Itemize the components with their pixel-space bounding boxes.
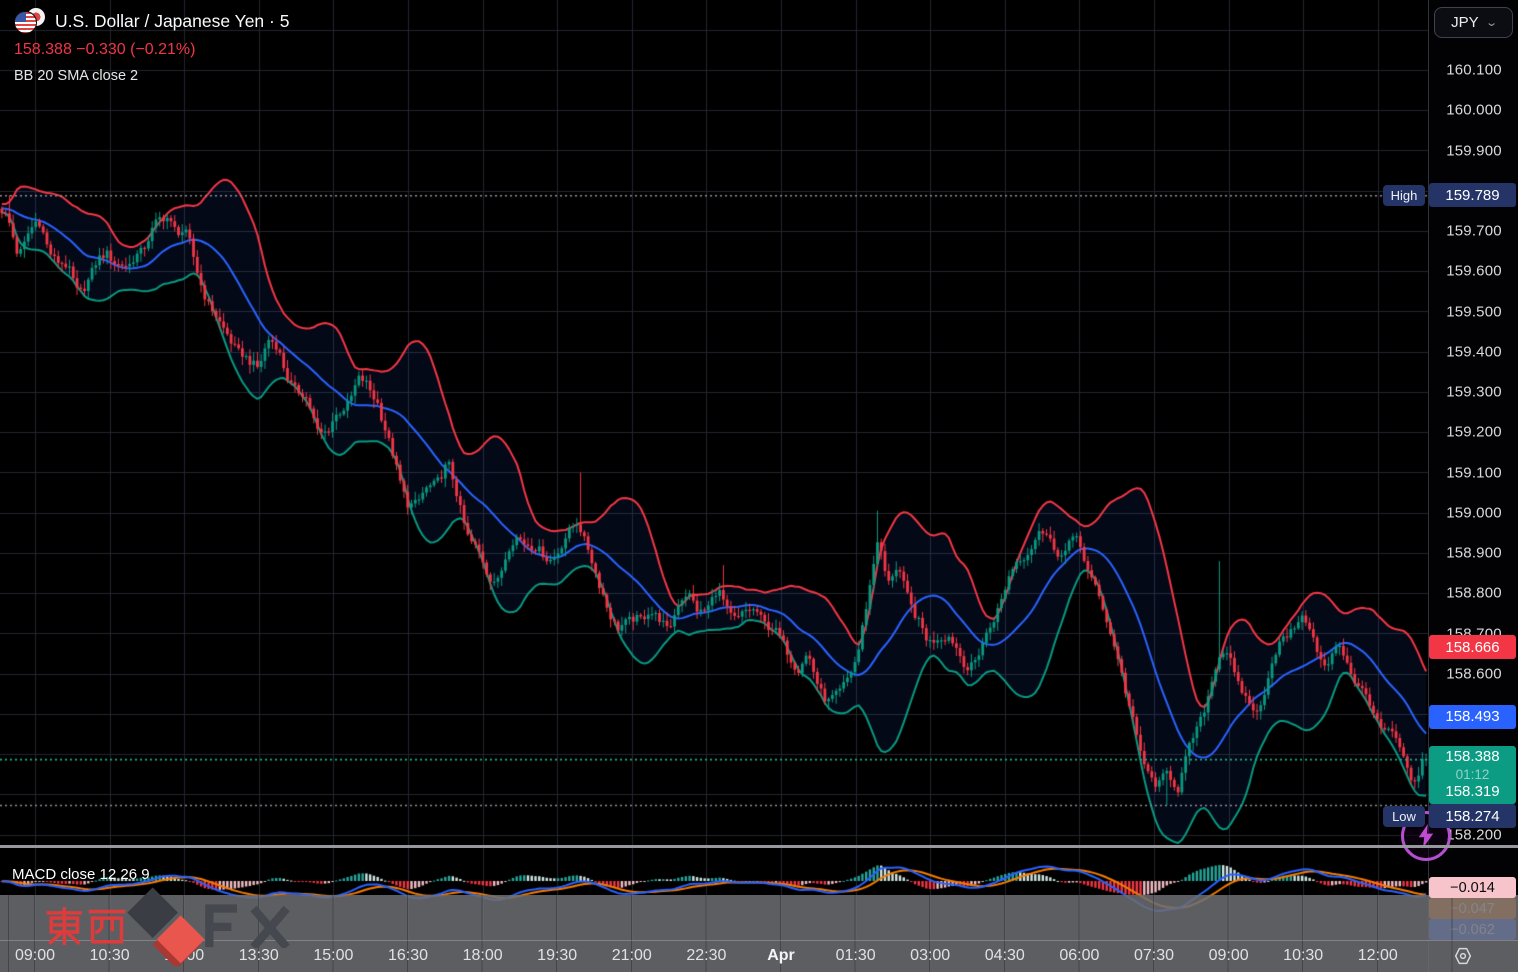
currency-pair-flags-icon <box>14 8 46 34</box>
price-tick: 159.400 <box>1446 343 1502 361</box>
time-label: 19:30 <box>537 947 578 964</box>
price-tick: 160.000 <box>1446 101 1502 119</box>
chevron-down-icon: ⌄ <box>1484 17 1498 29</box>
price-tick: 159.300 <box>1446 383 1502 401</box>
price-tick: 159.700 <box>1446 222 1502 240</box>
time-label: 10:30 <box>89 947 130 964</box>
time-label: 15:00 <box>313 947 354 964</box>
us-flag-icon <box>14 11 37 34</box>
time-label: Apr <box>767 947 795 964</box>
price-tick: 159.900 <box>1446 142 1502 159</box>
price-tick: 158.600 <box>1446 665 1502 683</box>
time-label: 13:30 <box>238 947 279 964</box>
low-price-badge: 158.274 <box>1429 804 1516 828</box>
high-label-pill: High <box>1383 185 1425 207</box>
time-label: 22:30 <box>686 947 727 964</box>
time-label: 07:30 <box>1133 947 1175 964</box>
pane-resize-handle[interactable] <box>0 845 1518 848</box>
time-label: 12:00 <box>1357 947 1398 964</box>
price-change-line: 158.388 −0.330 (−0.21%) <box>14 41 196 58</box>
basis-price-badge: 158.493 <box>1429 704 1516 729</box>
price-tick: 159.000 <box>1446 504 1502 522</box>
bb-indicator-label[interactable]: BB 20 SMA close 2 <box>14 68 139 84</box>
time-label: 06:00 <box>1059 947 1100 964</box>
price-tick: 158.800 <box>1446 584 1502 602</box>
time-label: 18:00 <box>462 947 503 964</box>
current-price-badge: 158.388 01:12 158.319 <box>1429 746 1516 804</box>
upper-band-price-badge: 158.666 <box>1429 635 1516 660</box>
time-label: 04:30 <box>984 947 1025 964</box>
price-tick: 158.200 <box>1446 826 1502 844</box>
settings-hexagon-icon <box>1454 947 1472 964</box>
low-label-pill: Low <box>1383 806 1425 827</box>
symbol-title[interactable]: U.S. Dollar / Japanese Yen · 5 <box>55 10 290 31</box>
time-label: 09:00 <box>14 947 56 964</box>
last-price: 158.388 <box>1445 748 1500 766</box>
time-label: 12:00 <box>164 947 205 964</box>
time-label: 10:30 <box>1283 947 1324 964</box>
time-label: 01:30 <box>835 947 876 964</box>
secondary-price: 158.319 <box>1445 783 1500 801</box>
time-label: 09:00 <box>1208 947 1249 964</box>
price-tick: 159.600 <box>1446 262 1502 280</box>
macd-indicator-label[interactable]: MACD close 12 26 9 <box>12 866 150 883</box>
currency-unit-value: JPY <box>1451 14 1479 31</box>
time-axis[interactable]: 09:00 10:30 12:00 13:30 15:00 16:30 18:00 19:30… <box>0 940 1518 972</box>
axis-settings-button[interactable] <box>1445 941 1481 970</box>
symbol-row[interactable]: U.S. Dollar / Japanese Yen · 5 <box>14 8 289 34</box>
high-price-badge: 159.789 <box>1429 183 1516 208</box>
price-tick: 160.100 <box>1446 61 1502 79</box>
chart-legend: U.S. Dollar / Japanese Yen · 5 158.388 −… <box>14 8 289 84</box>
time-label: 03:00 <box>910 947 951 964</box>
price-chart-canvas[interactable] <box>0 0 1428 972</box>
time-label: 21:00 <box>611 947 652 964</box>
price-tick: 159.200 <box>1446 423 1502 441</box>
macd-value-badge: −0.014 <box>1429 877 1516 898</box>
bar-countdown: 01:12 <box>1455 766 1490 782</box>
currency-unit-dropdown[interactable]: JPY ⌄ <box>1434 7 1513 38</box>
price-tick: 158.900 <box>1446 544 1502 562</box>
time-label: 16:30 <box>387 947 429 964</box>
price-tick: 159.500 <box>1446 303 1502 320</box>
lightning-icon <box>1418 824 1434 848</box>
price-tick: 159.100 <box>1446 464 1502 481</box>
